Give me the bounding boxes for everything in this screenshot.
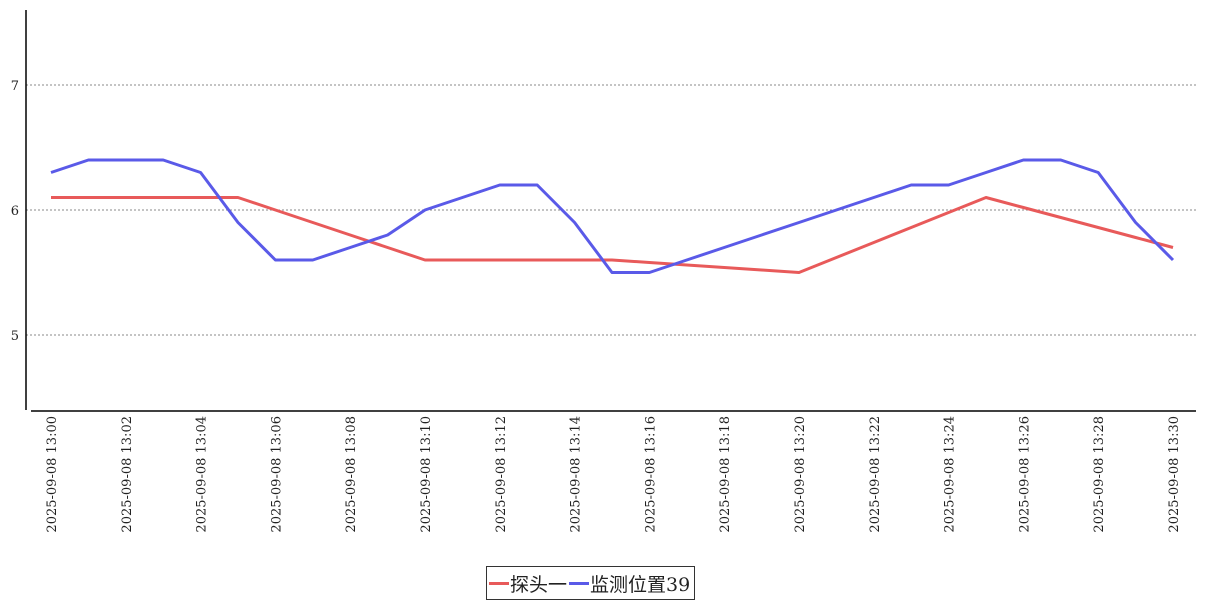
x-tick-label: 2025-09-08 13:18 xyxy=(718,416,733,533)
x-tick-label: 2025-09-08 13:00 xyxy=(45,416,60,533)
grid-lines xyxy=(26,84,1196,336)
x-tick-label: 2025-09-08 13:22 xyxy=(868,416,883,533)
legend-item-series-2[interactable]: 监测位置39 xyxy=(569,570,690,597)
y-tick-label: 5 xyxy=(11,329,19,344)
y-tick-labels: 5 6 7 xyxy=(11,79,19,344)
x-tick-label: 2025-09-08 13:24 xyxy=(943,416,958,533)
x-tick-label: 2025-09-08 13:10 xyxy=(419,416,434,533)
legend-swatch-series-1 xyxy=(489,581,509,585)
x-tick-label: 2025-09-08 13:16 xyxy=(643,416,658,533)
x-tick-label: 2025-09-08 13:26 xyxy=(1017,416,1032,533)
series-line-2 xyxy=(50,158,1175,274)
series-line-1 xyxy=(51,196,1174,274)
x-tick-label: 2025-09-08 13:12 xyxy=(494,416,509,533)
x-tick-label: 2025-09-08 13:04 xyxy=(195,416,210,533)
x-tick-labels: 2025-09-08 13:00 2025-09-08 13:02 2025-09-… xyxy=(45,416,1182,533)
legend-swatch-series-2 xyxy=(569,581,590,585)
legend-label-series-1: 探头一 xyxy=(510,573,568,596)
x-tick-label: 2025-09-08 13:28 xyxy=(1092,416,1107,533)
x-tick-label: 2025-09-08 13:02 xyxy=(120,416,135,533)
axes xyxy=(25,10,1196,412)
x-tick-label: 2025-09-08 13:30 xyxy=(1167,416,1182,533)
x-tick-label: 2025-09-08 13:08 xyxy=(344,416,359,533)
x-tick-label: 2025-09-08 13:06 xyxy=(269,416,284,533)
x-tick-label: 2025-09-08 13:14 xyxy=(569,416,584,533)
legend-label-series-2: 监测位置39 xyxy=(590,573,691,596)
x-tick-label: 2025-09-08 13:20 xyxy=(793,416,808,533)
y-tick-label: 7 xyxy=(11,79,19,94)
chart-legend: 探头一 监测位置39 xyxy=(486,566,696,600)
legend-item-series-1[interactable]: 探头一 xyxy=(489,570,567,597)
y-tick-label: 6 xyxy=(11,204,19,219)
series-lines xyxy=(50,158,1175,274)
